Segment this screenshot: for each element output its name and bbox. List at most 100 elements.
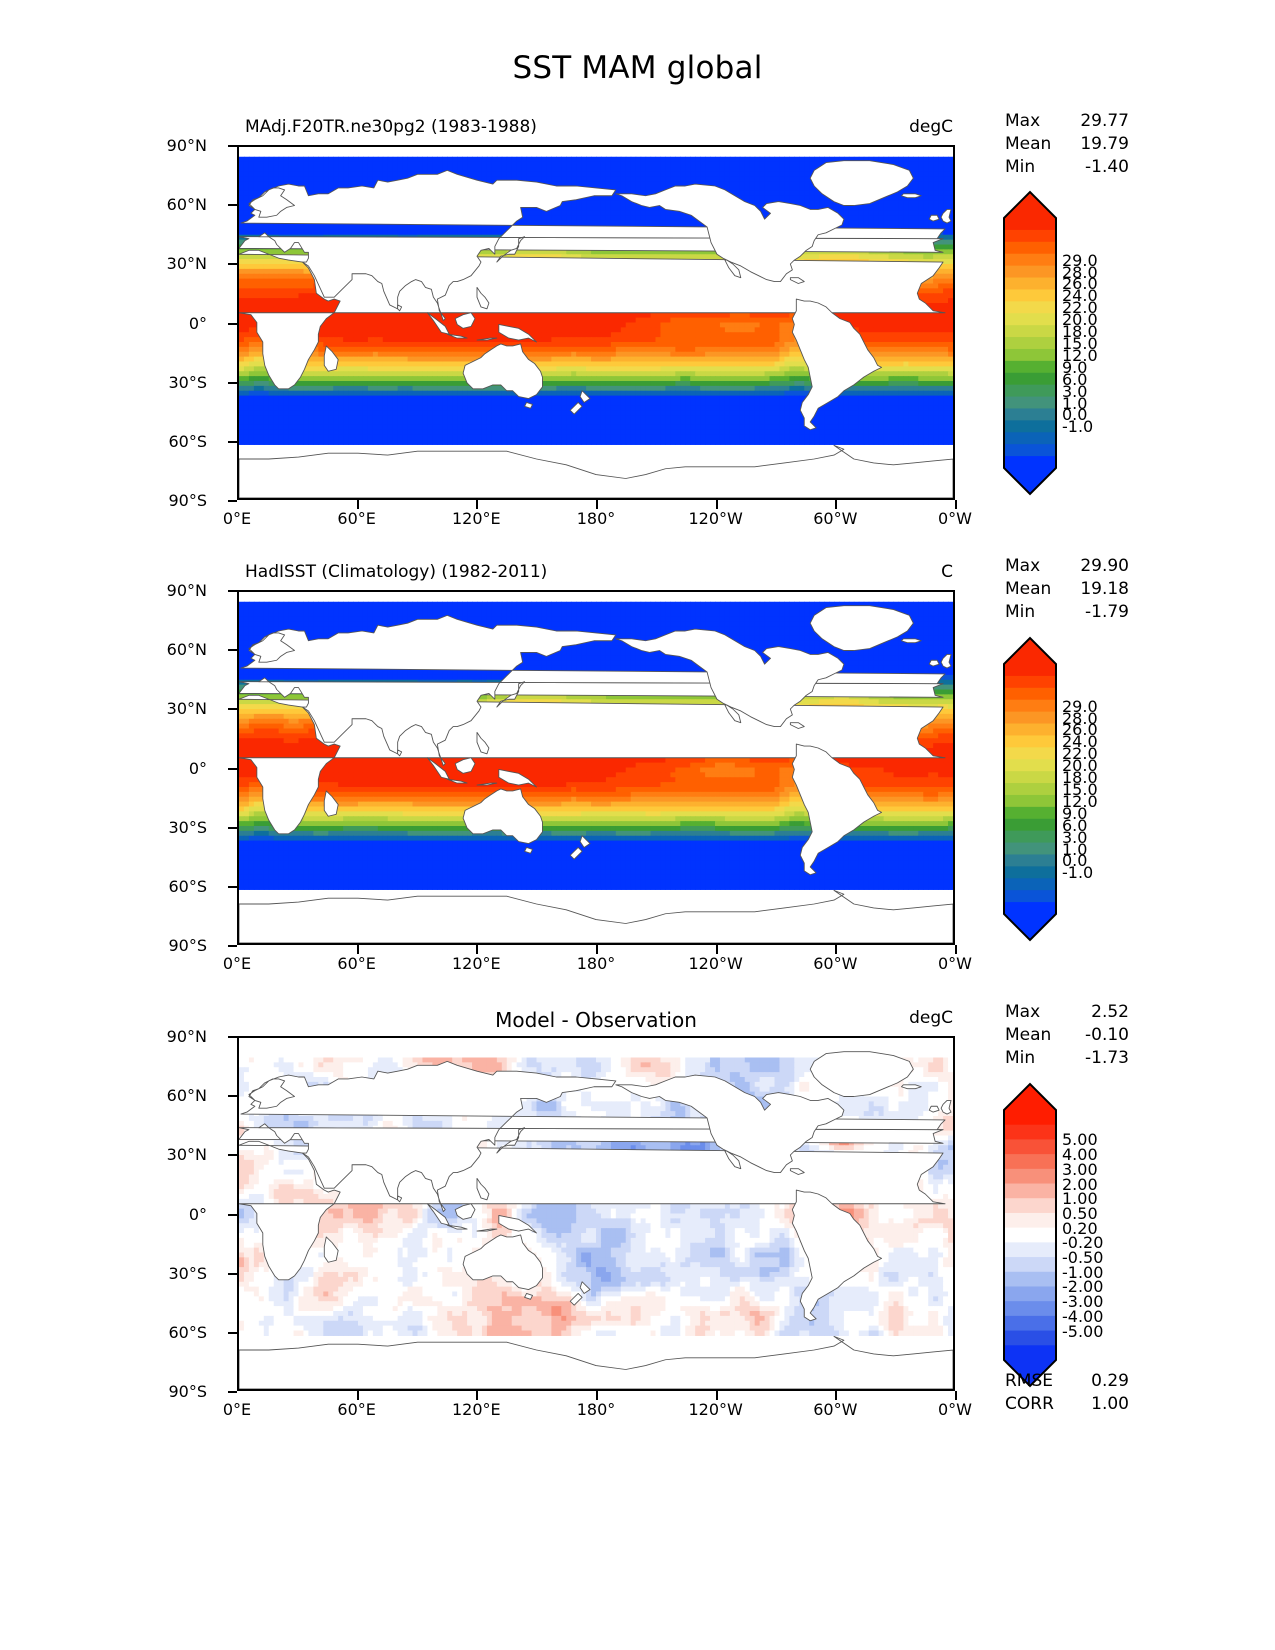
colorbar-tick-label: 2.00 bbox=[1062, 1175, 1158, 1194]
colorbar-tick-label: 22.0 bbox=[1062, 298, 1158, 317]
stats-key: Max bbox=[1005, 110, 1067, 133]
panel-difference-stats: Max 2.52 Mean -0.10 Min -1.73 bbox=[1005, 1001, 1129, 1070]
score-row: RMSE 0.29 bbox=[1005, 1370, 1129, 1393]
y-axis-tick-label: 90°S bbox=[127, 936, 207, 955]
y-axis-tick-mark bbox=[228, 590, 237, 592]
colorbar-tick-label: 29.0 bbox=[1062, 251, 1158, 270]
stats-value: -1.40 bbox=[1067, 156, 1129, 179]
y-axis-tick-mark bbox=[228, 381, 237, 384]
y-axis-tick-label: 30°N bbox=[127, 699, 207, 718]
y-axis-tick-label: 90°N bbox=[127, 136, 207, 155]
colorbar-tick-label: 22.0 bbox=[1062, 744, 1158, 763]
sst-map-difference bbox=[239, 1051, 953, 1389]
stats-key: Max bbox=[1005, 555, 1067, 578]
coastlines bbox=[239, 1051, 953, 1389]
x-axis-tick-mark bbox=[596, 500, 598, 509]
stats-value: -1.79 bbox=[1067, 601, 1129, 624]
stats-row: Max 2.52 bbox=[1005, 1001, 1129, 1024]
y-axis-tick-mark bbox=[228, 440, 237, 443]
y-axis-tick-label: 90°S bbox=[127, 1382, 207, 1401]
x-axis-tick-label: 60°E bbox=[312, 954, 402, 973]
x-axis-tick-mark bbox=[835, 945, 838, 954]
y-axis-tick-label: 0° bbox=[127, 759, 207, 778]
x-axis-tick-label: 180° bbox=[551, 1400, 641, 1419]
x-axis-tick-mark bbox=[356, 1391, 359, 1400]
colorbar-tick-label: 15.0 bbox=[1062, 334, 1158, 353]
sst-map-model bbox=[239, 156, 953, 498]
stats-row: Min -1.40 bbox=[1005, 156, 1129, 179]
score-value: 0.29 bbox=[1067, 1370, 1129, 1393]
colorbar-tick-label: 3.00 bbox=[1062, 1160, 1158, 1179]
colorbar-tick-label: 12.0 bbox=[1062, 346, 1158, 365]
colorbar-tick-label: -0.20 bbox=[1062, 1233, 1158, 1252]
stats-key: Mean bbox=[1005, 1024, 1067, 1047]
x-axis-tick-label: 120°E bbox=[431, 954, 521, 973]
colorbar-tick-label: 5.00 bbox=[1062, 1130, 1158, 1149]
x-axis-tick-label: 0°E bbox=[192, 1400, 282, 1419]
x-axis-tick-mark bbox=[356, 500, 359, 509]
colorbar-gradient bbox=[1003, 636, 1057, 942]
score-key: CORR bbox=[1005, 1393, 1067, 1416]
colorbar-tick-label: 24.0 bbox=[1062, 286, 1158, 305]
y-axis-tick-mark bbox=[228, 1331, 237, 1334]
stats-row: Mean 19.79 bbox=[1005, 133, 1129, 156]
y-axis-tick-mark bbox=[228, 708, 237, 711]
figure-title: SST MAM global bbox=[0, 50, 1275, 86]
stats-row: Max 29.90 bbox=[1005, 555, 1129, 578]
colorbar-tick-label: 18.0 bbox=[1062, 322, 1158, 341]
stats-key: Mean bbox=[1005, 133, 1067, 156]
colorbar-tick-label: 28.0 bbox=[1062, 709, 1158, 728]
y-axis-tick-mark bbox=[228, 826, 237, 829]
y-axis-tick-label: 60°S bbox=[127, 877, 207, 896]
coastlines bbox=[239, 605, 953, 943]
colorbar-tick-label: -3.00 bbox=[1062, 1292, 1158, 1311]
y-axis-tick-mark bbox=[228, 263, 237, 266]
y-axis-tick-mark bbox=[228, 767, 237, 770]
x-axis-tick-mark bbox=[476, 500, 479, 509]
colorbar-tick-label: 6.0 bbox=[1062, 370, 1158, 389]
panel-difference-title: Model - Observation bbox=[237, 1008, 955, 1032]
y-axis-tick-label: 0° bbox=[127, 1205, 207, 1224]
x-axis-tick-mark bbox=[356, 945, 359, 954]
colorbar-tick-label: 0.20 bbox=[1062, 1219, 1158, 1238]
y-axis-tick-label: 60°S bbox=[127, 1323, 207, 1342]
colorbar-tick-label: 1.00 bbox=[1062, 1189, 1158, 1208]
score-value: 1.00 bbox=[1067, 1393, 1129, 1416]
y-axis-tick-label: 60°N bbox=[127, 195, 207, 214]
stats-value: 2.52 bbox=[1067, 1001, 1129, 1024]
x-axis-tick-mark bbox=[835, 1391, 838, 1400]
stats-key: Min bbox=[1005, 601, 1067, 624]
stats-row: Mean -0.10 bbox=[1005, 1024, 1129, 1047]
colorbar-tick-label: -1.00 bbox=[1062, 1263, 1158, 1282]
x-axis-tick-label: 0°W bbox=[910, 509, 1000, 528]
colorbar-tick-label: 28.0 bbox=[1062, 263, 1158, 282]
stats-value: 19.79 bbox=[1067, 133, 1129, 156]
stats-value: 29.77 bbox=[1067, 110, 1129, 133]
colorbar-tick-label: -4.00 bbox=[1062, 1307, 1158, 1326]
x-axis-tick-label: 120°E bbox=[431, 509, 521, 528]
colorbar-tick-label: -5.00 bbox=[1062, 1322, 1158, 1341]
x-axis-tick-label: 60°E bbox=[312, 509, 402, 528]
y-axis-tick-label: 60°N bbox=[127, 1086, 207, 1105]
y-axis-tick-mark bbox=[228, 1213, 237, 1216]
y-axis-tick-mark bbox=[228, 649, 237, 652]
sst-map-observation bbox=[239, 601, 953, 943]
x-axis-tick-mark bbox=[955, 1391, 957, 1400]
x-axis-tick-mark bbox=[715, 1391, 718, 1400]
colorbar-tick-label: 26.0 bbox=[1062, 274, 1158, 293]
y-axis-tick-mark bbox=[228, 885, 237, 888]
x-axis-tick-label: 0°E bbox=[192, 509, 282, 528]
colorbar-tick-label: 1.0 bbox=[1062, 394, 1158, 413]
y-axis-tick-label: 30°N bbox=[127, 1145, 207, 1164]
colorbar-tick-label: 1.0 bbox=[1062, 840, 1158, 859]
colorbar-tick-label: 20.0 bbox=[1062, 756, 1158, 775]
colorbar-tick-label: 0.50 bbox=[1062, 1204, 1158, 1223]
panel-observation-map[interactable] bbox=[237, 590, 955, 945]
colorbar-tick-label: -0.50 bbox=[1062, 1248, 1158, 1267]
colorbar-tick-label: 9.0 bbox=[1062, 358, 1158, 377]
panel-difference-map[interactable] bbox=[237, 1036, 955, 1391]
y-axis-tick-mark bbox=[228, 322, 237, 325]
y-axis-tick-label: 30°S bbox=[127, 373, 207, 392]
colorbar-tick-label: 9.0 bbox=[1062, 804, 1158, 823]
panel-model-map[interactable] bbox=[237, 145, 955, 500]
